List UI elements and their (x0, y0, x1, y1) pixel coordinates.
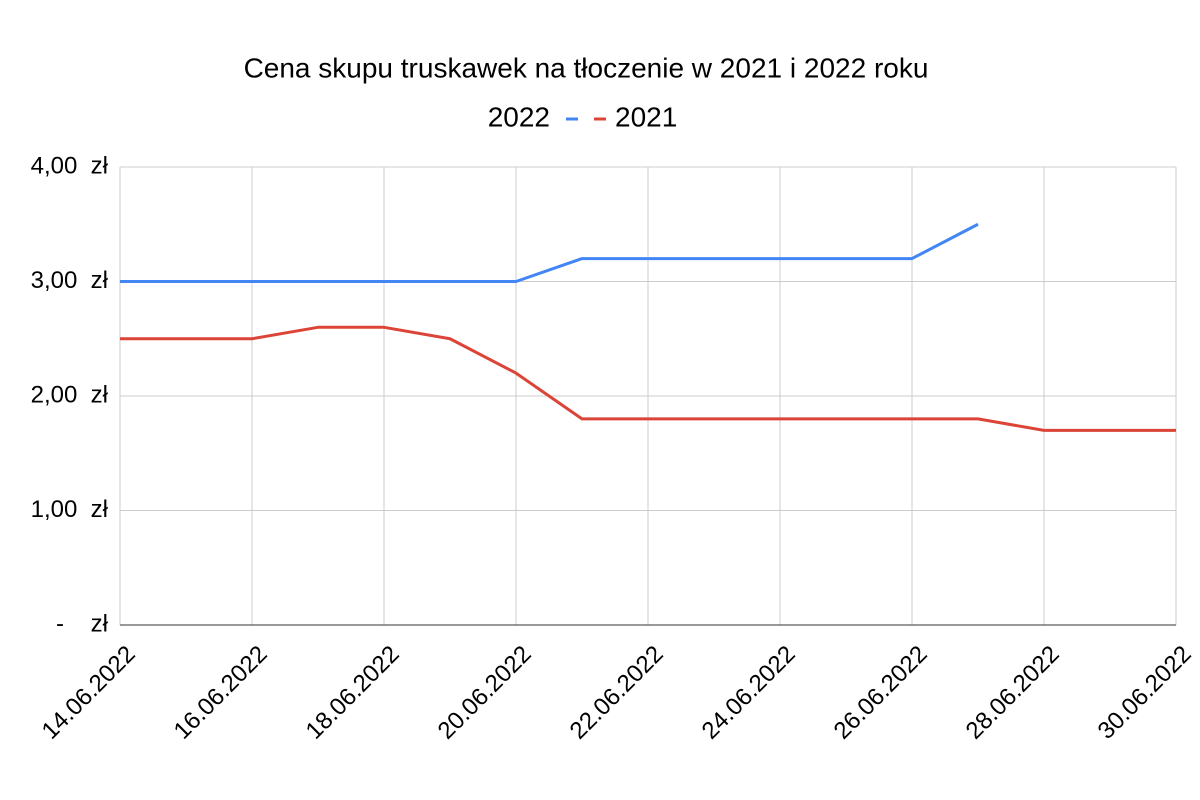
x-tick-label: 26.06.2022 (829, 641, 933, 745)
x-tick-label: 30.06.2022 (1093, 641, 1197, 745)
x-tick-label: 18.06.2022 (301, 641, 405, 745)
y-tick-label: 1,00 zł (31, 496, 109, 523)
series-line (120, 222, 979, 283)
x-tick-label: 22.06.2022 (565, 641, 669, 745)
series-line (120, 325, 1176, 432)
x-tick-label: 28.06.2022 (961, 641, 1065, 745)
legend: 2022 2021 (488, 101, 678, 132)
legend-label: 2022 (488, 101, 550, 132)
y-tick-label: - zł (56, 610, 109, 637)
x-tick-label: 14.06.2022 (37, 641, 141, 745)
y-tick-label: 2,00 zł (31, 381, 109, 408)
x-tick-label: 20.06.2022 (433, 641, 537, 745)
chart-title: Cena skupu truskawek na tłoczenie w 2021… (244, 52, 929, 83)
y-tick-label: 4,00 zł (31, 152, 109, 179)
legend-label: 2021 (615, 101, 677, 132)
y-tick-label: 3,00 zł (31, 267, 109, 294)
x-tick-label: 24.06.2022 (697, 641, 801, 745)
x-tick-label: 16.06.2022 (169, 641, 273, 745)
